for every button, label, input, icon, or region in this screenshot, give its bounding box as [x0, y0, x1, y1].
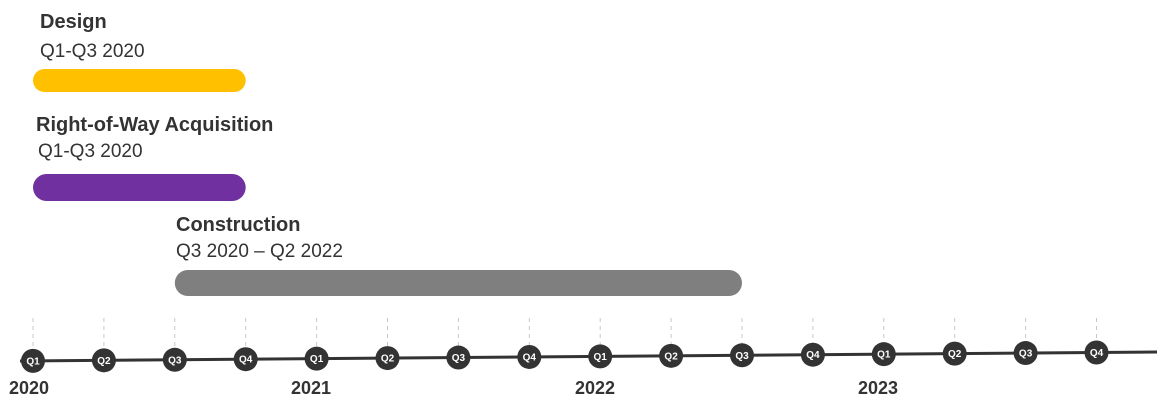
- quarter-label-2022-q1: Q1: [594, 352, 608, 363]
- quarter-label-2020-q1: Q1: [26, 356, 40, 367]
- gridlines: [32, 318, 1097, 349]
- quarter-markers: Q1 Q2 Q3 Q4 Q1 Q2 Q3 Q4 Q1 Q2 Q3 Q4 Q1 Q2 Q3 Q4: [21, 340, 1109, 373]
- quarter-marker-2022-q3: [730, 343, 754, 368]
- task-right-of-way: Right-of-Way Acquisition Q1-Q3 2020: [33, 114, 273, 201]
- task-period-right-of-way: Q1-Q3 2020: [38, 141, 143, 162]
- quarter-label-2023-q1: Q1: [877, 350, 891, 361]
- quarter-label-2021-q2: Q2: [381, 354, 395, 365]
- year-label-2021: 2021: [291, 378, 331, 398]
- quarter-label-2021-q4: Q4: [523, 352, 537, 363]
- quarter-marker-2021-q2: [375, 346, 400, 371]
- quarter-marker-2022-q2: [659, 343, 684, 368]
- year-label-2023: 2023: [858, 378, 898, 398]
- quarter-label-2022-q3: Q3: [735, 351, 749, 362]
- quarter-marker-2021-q4: [517, 344, 542, 369]
- task-period-construction: Q3 2020 – Q2 2022: [176, 241, 343, 262]
- quarter-marker-2023-q2: [942, 341, 967, 366]
- task-name-design: Design: [40, 11, 107, 33]
- task-name-construction: Construction: [176, 214, 300, 236]
- quarter-label-2021-q1: Q1: [310, 354, 324, 365]
- task-bar-construction: [174, 270, 743, 296]
- task-bar-right-of-way: [33, 174, 246, 201]
- task-name-right-of-way: Right-of-Way Acquisition: [36, 114, 273, 136]
- quarter-marker-2023-q1: [871, 342, 896, 367]
- quarter-marker-2021-q3: [446, 345, 471, 370]
- quarter-label-2023-q2: Q2: [948, 349, 962, 360]
- quarter-label-2021-q3: Q3: [452, 353, 466, 364]
- year-labels: 2020 2021 2022 2023: [9, 378, 898, 398]
- quarter-marker-2020-q2: [91, 348, 116, 373]
- quarter-marker-2022-q1: [588, 344, 613, 369]
- quarter-marker-2020-q1: [21, 348, 45, 373]
- quarter-label-2022-q4: Q4: [806, 350, 820, 361]
- quarter-marker-2023-q3: [1013, 341, 1038, 366]
- task-design: Design Q1-Q3 2020: [33, 11, 246, 92]
- task-bar-design: [33, 69, 246, 92]
- task-period-design: Q1-Q3 2020: [40, 41, 145, 62]
- quarter-marker-2020-q4: [233, 347, 258, 372]
- quarter-label-2023-q3: Q3: [1019, 349, 1033, 360]
- task-construction: Construction Q3 2020 – Q2 2022: [174, 214, 743, 296]
- quarter-label-2022-q2: Q2: [664, 351, 678, 362]
- quarter-marker-2022-q4: [800, 342, 825, 367]
- quarter-marker-2021-q1: [304, 346, 329, 371]
- quarter-label-2023-q4: Q4: [1090, 348, 1104, 359]
- quarter-marker-2020-q3: [162, 347, 187, 372]
- quarter-marker-2023-q4: [1084, 340, 1109, 365]
- quarter-label-2020-q4: Q4: [239, 355, 253, 366]
- year-label-2022: 2022: [575, 378, 615, 398]
- quarter-label-2020-q3: Q3: [168, 355, 182, 366]
- year-label-2020: 2020: [9, 378, 49, 398]
- quarter-label-2020-q2: Q2: [97, 356, 111, 367]
